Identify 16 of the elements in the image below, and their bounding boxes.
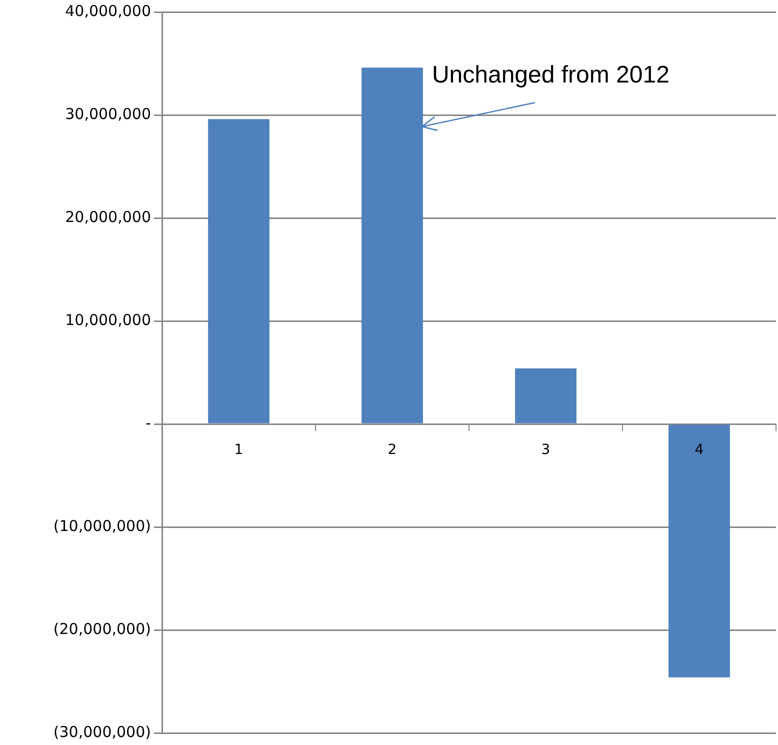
x-tick-label: 2 (388, 442, 397, 458)
y-tick-label: 30,000,000 (65, 104, 151, 123)
x-tick-label: 1 (234, 442, 244, 458)
annotation: Unchanged from 2012 (432, 62, 670, 89)
y-tick-label: 20,000,000 (65, 208, 151, 226)
bar (208, 119, 270, 424)
x-tick-label: 3 (541, 442, 550, 458)
bar (668, 424, 730, 678)
y-tick-label: 10,000,000 (65, 310, 151, 329)
y-tick-label: 40,000,000 (65, 2, 151, 20)
y-tick-label: (30,000,000) (53, 722, 151, 741)
y-tick-label: (20,000,000) (53, 620, 151, 638)
x-tick-label: 4 (694, 442, 704, 458)
bar (515, 368, 576, 424)
y-tick-label: - (146, 414, 151, 432)
y-tick-label: (10,000,000) (53, 516, 151, 535)
